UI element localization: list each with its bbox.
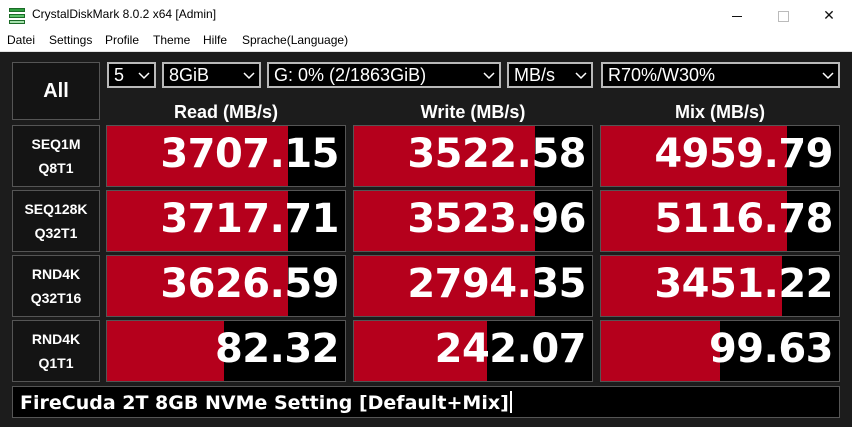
result-bar [601, 256, 782, 316]
result-value: 3451.22 [654, 261, 833, 307]
result-bar [107, 256, 288, 316]
column-header-mix: Mix (MB/s) [675, 102, 765, 122]
result-bar [354, 126, 535, 186]
test-label-queue: Q1T1 [38, 355, 74, 371]
result-bar [107, 126, 288, 186]
menu-hilfe[interactable]: Hilfe [203, 33, 228, 47]
maximize-button[interactable] [760, 0, 806, 32]
test-label-type: SEQ128K [24, 201, 88, 217]
menu-theme[interactable]: Theme [153, 33, 191, 47]
column-header-write: Write (MB/s) [420, 102, 526, 122]
test-label-type: RND4K [31, 266, 81, 282]
result-cell-mix: 4959.79 [600, 125, 840, 187]
result-cell-write: 2794.35 [353, 255, 593, 317]
chevron-down-icon [138, 72, 150, 80]
result-value: 242.07 [434, 326, 587, 372]
result-bar [601, 126, 787, 186]
result-value: 3717.71 [160, 196, 339, 242]
test-label-queue: Q8T1 [38, 160, 74, 176]
result-value: 2794.35 [407, 261, 586, 307]
result-value: 3522.58 [407, 131, 586, 177]
mix-ratio-select[interactable]: R70%/W30% [601, 62, 840, 88]
result-value: 82.32 [214, 326, 340, 372]
window-title: CrystalDiskMark 8.0.2 x64 [Admin] [32, 7, 217, 21]
menu-profile[interactable]: Profile [105, 33, 140, 47]
result-bar [107, 321, 224, 381]
test-label-queue: Q32T1 [34, 225, 78, 241]
test-size-select[interactable]: 8GiB [162, 62, 261, 88]
close-icon: ✕ [823, 8, 835, 24]
app-icon [9, 8, 25, 24]
result-bar [107, 191, 288, 251]
text-caret [509, 391, 512, 413]
minimize-button[interactable] [714, 0, 760, 32]
chevron-down-icon [243, 72, 255, 80]
chevron-down-icon [822, 72, 834, 80]
comment-input[interactable]: FireCuda 2T 8GB NVMe Setting [Default+Mi… [12, 386, 840, 418]
result-cell-mix: 3451.22 [600, 255, 840, 317]
mix-ratio-value: R70%/W30% [608, 65, 716, 85]
result-value: 99.63 [708, 326, 834, 372]
maximize-icon [777, 10, 789, 22]
drive-select[interactable]: G: 0% (2/1863GiB) [267, 62, 501, 88]
result-value: 4959.79 [654, 131, 833, 177]
title-bar: CrystalDiskMark 8.0.2 x64 [Admin] ✕ [0, 0, 852, 32]
result-cell-read: 3626.59 [106, 255, 346, 317]
result-value: 3707.15 [160, 131, 339, 177]
column-header-read: Read (MB/s) [173, 102, 278, 122]
comment-text: FireCuda 2T 8GB NVMe Setting [Default+Mi… [20, 392, 509, 414]
result-cell-read: 3717.71 [106, 190, 346, 252]
test-label-queue: Q32T16 [30, 290, 82, 306]
test-count-value: 5 [114, 65, 125, 85]
result-value: 3523.96 [407, 196, 586, 242]
result-cell-write: 3523.96 [353, 190, 593, 252]
result-value: 3626.59 [160, 261, 339, 307]
result-bar [354, 256, 535, 316]
chevron-down-icon [483, 72, 495, 80]
unit-select[interactable]: MB/s [507, 62, 593, 88]
result-bar [601, 321, 720, 381]
unit-value: MB/s [514, 65, 556, 85]
minimize-icon [732, 15, 742, 17]
result-bar [601, 191, 787, 251]
run-all-button[interactable]: All [12, 62, 100, 120]
test-count-select[interactable]: 5 [107, 62, 156, 88]
result-bar [354, 191, 535, 251]
test-size-value: 8GiB [169, 65, 210, 85]
test-button-rnd4k-q1t1[interactable]: RND4K Q1T1 [12, 320, 100, 382]
result-value: 5116.78 [654, 196, 833, 242]
menu-language[interactable]: Sprache(Language) [242, 33, 349, 47]
test-label-type: SEQ1M [31, 136, 81, 152]
result-cell-mix: 5116.78 [600, 190, 840, 252]
menu-bar: Datei Settings Profile Theme Hilfe Sprac… [0, 32, 852, 52]
menu-datei[interactable]: Datei [7, 33, 36, 47]
result-cell-read: 3707.15 [106, 125, 346, 187]
result-bar [354, 321, 488, 381]
test-button-seq128k-q32t1[interactable]: SEQ128K Q32T1 [12, 190, 100, 252]
result-cell-mix: 99.63 [600, 320, 840, 382]
test-label-type: RND4K [31, 331, 81, 347]
test-button-seq1m-q8t1[interactable]: SEQ1M Q8T1 [12, 125, 100, 187]
chevron-down-icon [575, 72, 587, 80]
test-button-rnd4k-q32t16[interactable]: RND4K Q32T16 [12, 255, 100, 317]
menu-settings[interactable]: Settings [49, 33, 93, 47]
result-cell-write: 3522.58 [353, 125, 593, 187]
result-cell-read: 82.32 [106, 320, 346, 382]
drive-value: G: 0% (2/1863GiB) [274, 65, 427, 85]
result-cell-write: 242.07 [353, 320, 593, 382]
close-button[interactable]: ✕ [806, 0, 852, 32]
